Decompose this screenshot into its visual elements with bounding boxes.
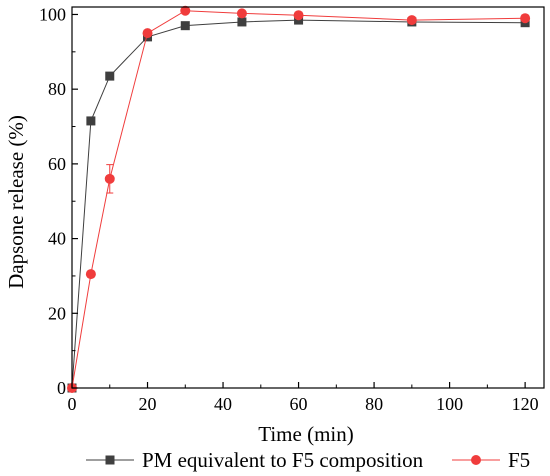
plot-frame [71, 6, 545, 389]
series-line [71, 19, 526, 389]
data-point [237, 17, 247, 27]
data-point [86, 116, 96, 126]
x-tick-label: 80 [365, 394, 383, 414]
legend-item-f5: F5 [452, 448, 530, 472]
y-tick-label: 0 [57, 378, 66, 398]
data-point [85, 269, 96, 280]
x-axis-title: Time (min) [258, 422, 353, 446]
legend-marker [471, 455, 481, 465]
data-point [142, 28, 153, 39]
x-tick-label: 60 [290, 394, 308, 414]
y-tick-label: 20 [48, 303, 66, 323]
data-point [236, 8, 247, 19]
data-point [180, 5, 191, 16]
plot-area [67, 5, 531, 393]
legend-item-pm: PM equivalent to F5 composition [86, 448, 424, 472]
x-tick-label: 120 [512, 394, 539, 414]
series-pm [67, 15, 530, 393]
data-point [180, 21, 190, 31]
data-point [104, 173, 115, 184]
axes: 0 20 40 60 80 100 120 0 20 40 60 80 100 [39, 4, 545, 414]
legend-label: PM equivalent to F5 composition [142, 448, 424, 472]
series-line [71, 10, 526, 389]
y-axis-title: Dapsone release (%) [4, 115, 28, 289]
x-tick-label: 100 [436, 394, 463, 414]
legend-marker [105, 455, 115, 465]
x-tick-label: 20 [139, 394, 157, 414]
legend-label: F5 [508, 448, 530, 472]
data-point [293, 10, 304, 21]
y-tick-label: 100 [39, 4, 66, 24]
legend: PM equivalent to F5 composition F5 [86, 448, 530, 472]
data-point [406, 15, 417, 26]
x-tick-label: 40 [214, 394, 232, 414]
y-tick-label: 80 [48, 79, 66, 99]
data-point [105, 71, 115, 81]
series-f5 [67, 5, 531, 393]
x-tick-label: 0 [68, 394, 77, 414]
y-tick-label: 40 [48, 229, 66, 249]
data-point [520, 13, 531, 24]
y-tick-label: 60 [48, 154, 66, 174]
